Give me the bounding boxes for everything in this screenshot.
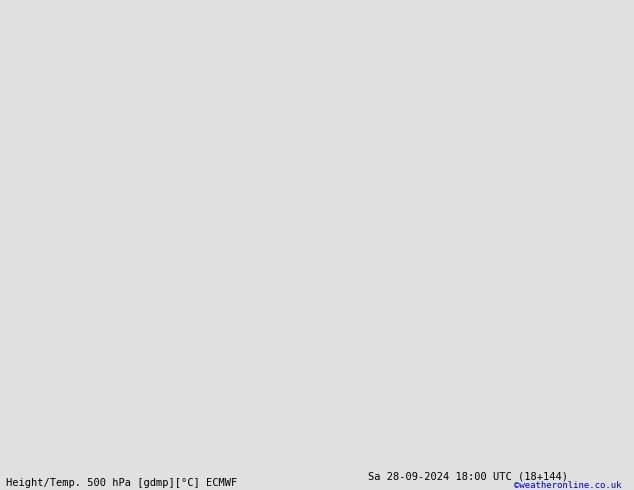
Text: Height/Temp. 500 hPa [gdmp][°C] ECMWF: Height/Temp. 500 hPa [gdmp][°C] ECMWF <box>6 478 238 488</box>
Text: ©weatheronline.co.uk: ©weatheronline.co.uk <box>514 481 621 490</box>
Text: Sa 28-09-2024 18:00 UTC (18+144): Sa 28-09-2024 18:00 UTC (18+144) <box>368 471 567 481</box>
